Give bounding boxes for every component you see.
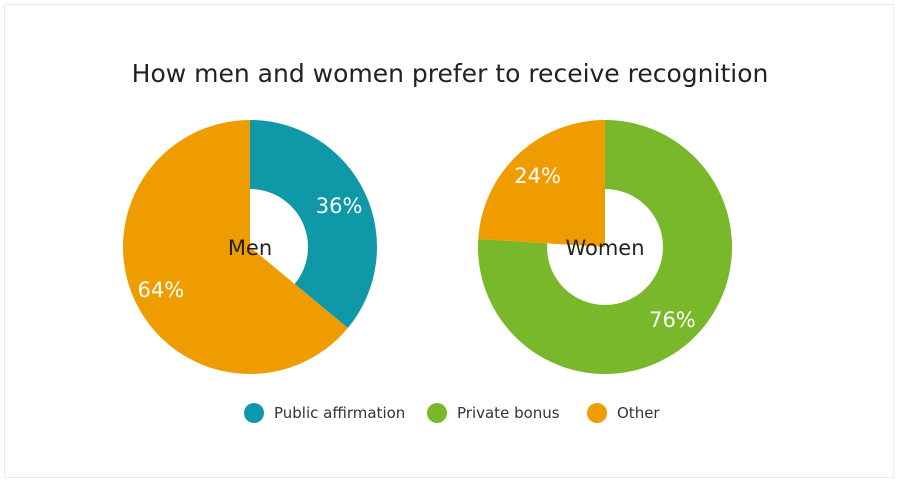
pie-slice-men-other — [123, 120, 348, 375]
legend-swatch-public-affirmation — [244, 403, 264, 423]
slice-label-men-other: 64% — [138, 278, 185, 302]
legend-label-private-bonus: Private bonus — [457, 404, 560, 422]
pie-slice-women-other — [478, 120, 605, 247]
chart-legend: Public affirmation Private bonus Other — [244, 403, 660, 423]
slice-label-men-public-affirmation: 36% — [316, 194, 363, 218]
donut-chart-women: 76% 24% Women — [478, 120, 732, 374]
chart-title: How men and women prefer to receive reco… — [132, 59, 769, 88]
donut-center-label-men: Men — [228, 236, 272, 260]
slice-label-women-other: 24% — [514, 164, 561, 188]
slice-label-women-private-bonus: 76% — [649, 308, 696, 332]
donut-center-label-women: Women — [565, 236, 644, 260]
legend-swatch-private-bonus — [427, 403, 447, 423]
donut-chart-men: 36% 64% Men — [123, 120, 378, 375]
legend-label-other: Other — [617, 404, 660, 422]
legend-swatch-other — [587, 403, 607, 423]
pie-slice-men-public-affirmation — [250, 120, 378, 328]
legend-label-public-affirmation: Public affirmation — [274, 404, 405, 422]
chart-frame — [4, 4, 894, 478]
